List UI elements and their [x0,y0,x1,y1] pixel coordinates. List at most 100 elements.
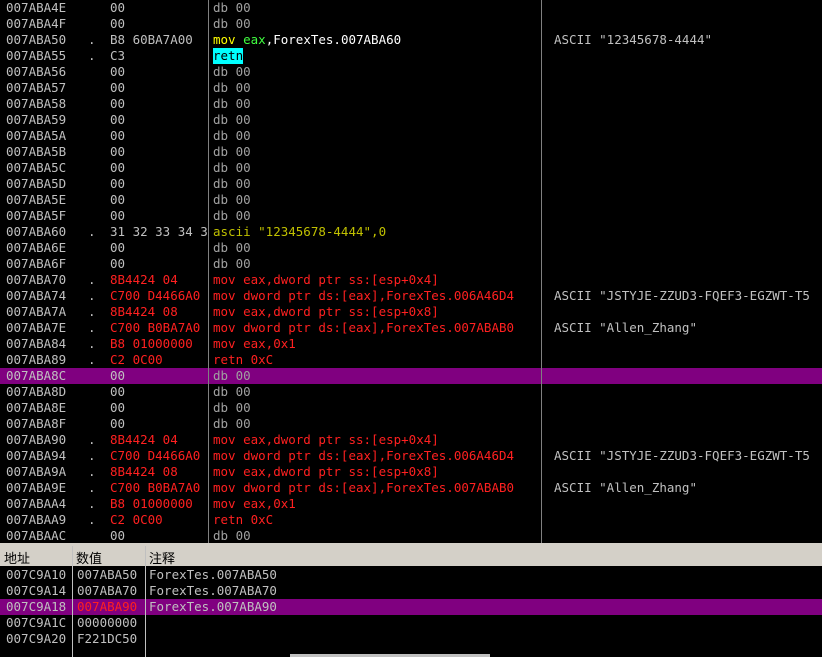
disassembly-pane: 007ABA4E 00 db 00 007ABA4F 00 db 00 007ABA50. B… [0,0,822,543]
disasm-row: 007ABA4F 00 db 00 [0,16,822,32]
disasm-row: 007ABA74. C700 D4466A0 mov dword ptr ds:[e… [0,288,822,304]
address: 007ABAA4 [6,496,67,511]
hex-dump: C700 B0BA7A0 [110,320,201,335]
instruction: db 00 [213,208,251,223]
column-divider [541,0,542,544]
address: 007ABA8F [6,416,67,431]
value: 00000000 [77,615,138,630]
hex-dump: 8B4424 04 [110,432,178,447]
address: 007ABA4E [6,0,67,15]
hex-dump: 00 [110,64,126,79]
address: 007C9A10 [6,567,67,582]
disasm-row: 007ABA8D 00 db 00 [0,384,822,400]
address: 007ABA94 [6,448,67,463]
jump-mark: . [88,512,96,527]
instruction: mov dword ptr ds:[eax],ForexTes.007ABAB0 [213,320,515,335]
address: 007ABA60 [6,224,67,239]
jump-mark: . [88,464,96,479]
instruction: mov eax,dword ptr ss:[esp+0x8] [213,464,439,479]
hex-dump: 00 [110,192,126,207]
instruction: retn [213,48,244,64]
disasm-row: 007ABA58 00 db 00 [0,96,822,112]
hex-dump: 31 32 33 34 3 [110,224,207,239]
hex-dump: 00 [110,368,126,383]
disasm-row: 007ABA8F 00 db 00 [0,416,822,432]
instruction: db 00 [213,528,251,543]
address: 007ABA9A [6,464,67,479]
hex-dump: C700 D4466A0 [110,448,201,463]
instruction: db 00 [213,368,251,383]
column-header: 数值 [76,552,103,567]
jump-mark: . [88,32,96,47]
hex-dump: 00 [110,208,126,223]
jump-mark: . [88,320,96,335]
hex-dump: C700 D4466A0 [110,288,201,303]
instruction: mov eax,dword ptr ss:[esp+0x4] [213,432,439,447]
comment: ASCII "JSTYJE-ZZUD3-FQEF3-EGZWT-T5 [554,288,810,303]
disasm-row: 007ABA7E. C700 B0BA7A0 mov dword ptr ds:[e… [0,320,822,336]
disasm-row: 007ABA84. B8 01000000 mov eax,0x1 [0,336,822,352]
comment: ForexTes.007ABA50 [149,567,277,582]
disasm-row: 007ABA4E 00 db 00 [0,0,822,16]
disasm-row: 007ABAA9. C2 0C00 retn 0xC [0,512,822,528]
disasm-row: 007ABA8C 00 db 00 [0,368,822,384]
disasm-row: 007ABA90. 8B4424 04 mov eax,dword ptr ss:[… [0,432,822,448]
hex-dump: B8 01000000 [110,336,193,351]
address: 007ABA7A [6,304,67,319]
hex-dump: B8 60BA7A00 [110,32,193,47]
address: 007ABA89 [6,352,67,367]
hex-dump: C2 0C00 [110,352,163,367]
hex-dump: 00 [110,528,126,543]
instruction: retn 0xC [213,352,274,367]
disasm-row: 007ABA9A. 8B4424 08 mov eax,dword ptr ss:[… [0,464,822,480]
jump-mark: . [88,448,96,463]
address: 007ABA58 [6,96,67,111]
stack-row: 007C9A14 007ABA70 ForexTes.007ABA70 [0,583,822,599]
hex-dump: 00 [110,112,126,127]
hex-dump: 00 [110,160,126,175]
address: 007ABAA9 [6,512,67,527]
disasm-row: 007ABA5E 00 db 00 [0,192,822,208]
hex-dump: 00 [110,144,126,159]
hex-dump: C2 0C00 [110,512,163,527]
hex-dump: 00 [110,176,126,191]
instruction: db 00 [213,16,251,31]
instruction: db 00 [213,416,251,431]
instruction: mov eax,0x1 [213,496,296,511]
hex-dump: 00 [110,80,126,95]
instruction: db 00 [213,400,251,415]
disasm-row: 007ABA9E. C700 B0BA7A0 mov dword ptr ds:[e… [0,480,822,496]
address: 007C9A20 [6,631,67,646]
comment: ForexTes.007ABA70 [149,583,277,598]
stack-pane: 007C9A10 007ABA50 ForexTes.007ABA50 007C9A1… [0,567,822,657]
disasm-row: 007ABA7A. 8B4424 08 mov eax,dword ptr ss:[… [0,304,822,320]
scrollbar[interactable] [290,654,490,657]
instruction: mov eax,dword ptr ss:[esp+0x4] [213,272,439,287]
hex-dump: 00 [110,384,126,399]
hex-dump: 00 [110,256,126,271]
column-divider [72,546,73,657]
jump-mark: . [88,224,96,239]
address: 007C9A14 [6,583,67,598]
pane-splitter[interactable] [0,543,822,546]
column-header: 地址 [4,552,31,567]
disasm-row: 007ABA5D 00 db 00 [0,176,822,192]
hex-dump: 00 [110,16,126,31]
hex-dump: 8B4424 08 [110,464,178,479]
instruction: mov eax,dword ptr ss:[esp+0x8] [213,304,439,319]
address: 007ABA8E [6,400,67,415]
comment: ASCII "Allen_Zhang" [554,480,697,495]
instruction: db 00 [213,176,251,191]
instruction: db 00 [213,80,251,95]
instruction: db 00 [213,160,251,175]
address: 007ABA9E [6,480,67,495]
hex-dump: 8B4424 04 [110,272,178,287]
jump-mark: . [88,304,96,319]
disasm-row: 007ABA5A 00 db 00 [0,128,822,144]
jump-mark: . [88,480,96,495]
jump-mark: . [88,352,96,367]
instruction: mov eax,ForexTes.007ABA60 [213,32,402,47]
disasm-row: 007ABA60. 31 32 33 34 3 ascii "12345678-44… [0,224,822,240]
disasm-row: 007ABA89. C2 0C00 retn 0xC [0,352,822,368]
address: 007ABA8C [6,368,67,383]
